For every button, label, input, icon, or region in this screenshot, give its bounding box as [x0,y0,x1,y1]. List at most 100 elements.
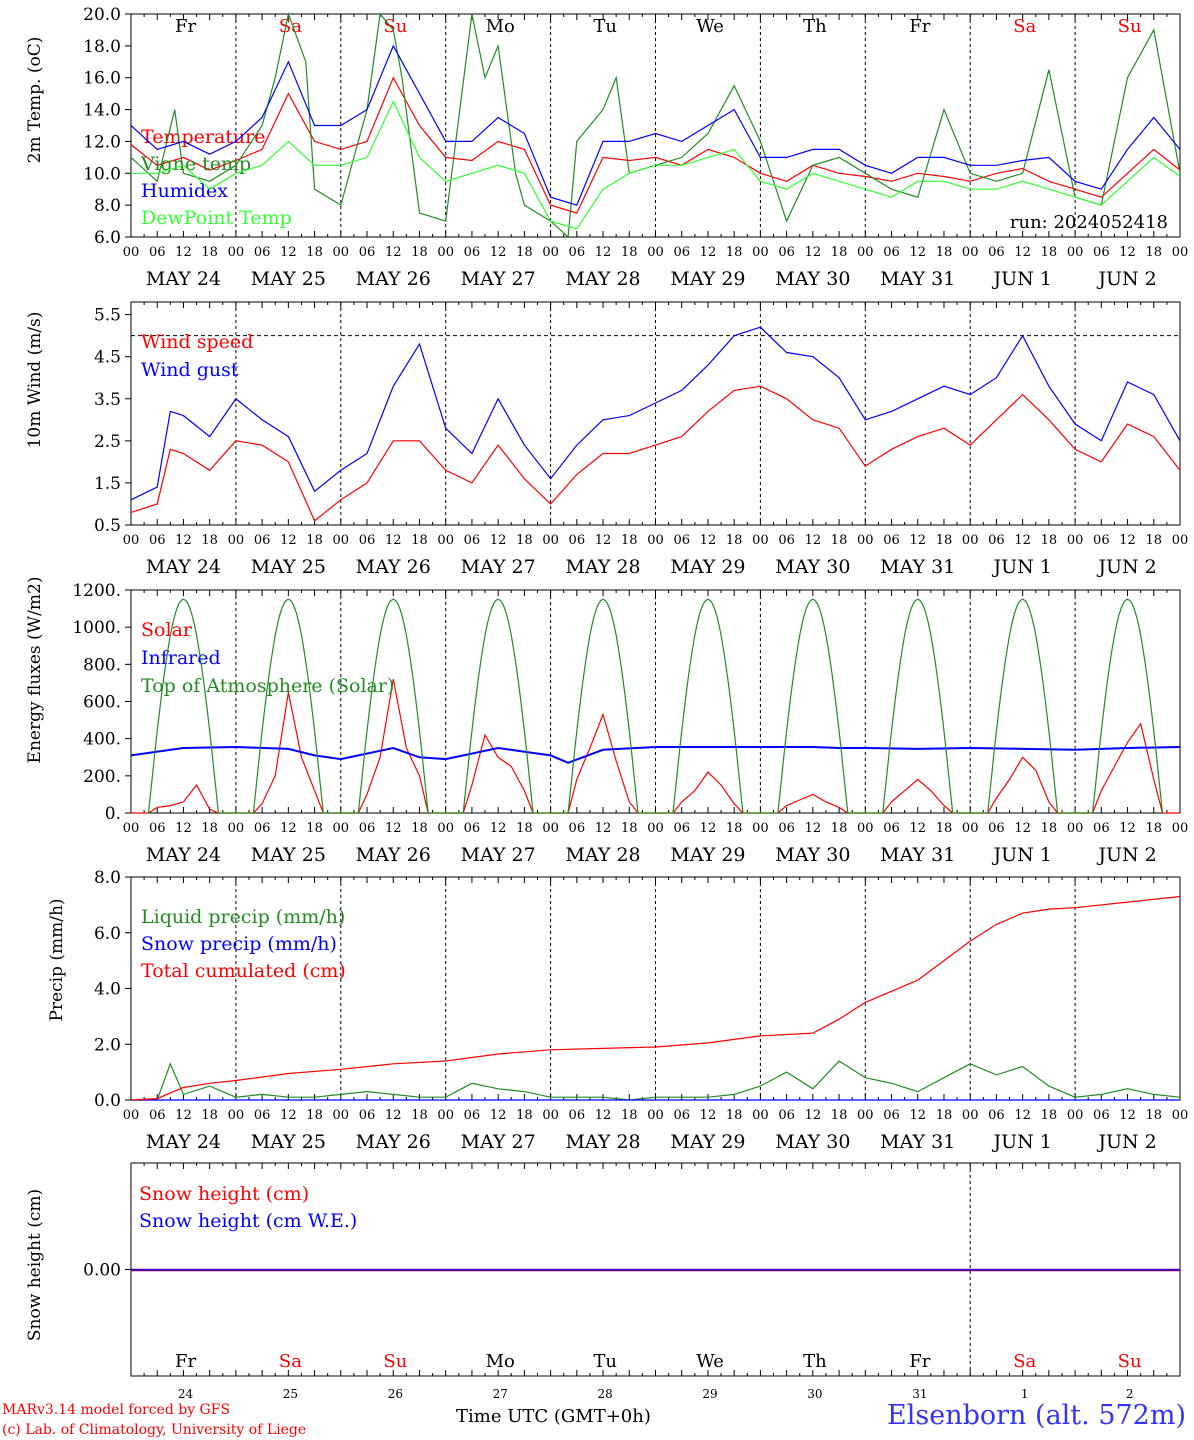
y-tick-label: 800. [83,655,121,675]
hour-tick-label: 18 [621,1108,638,1123]
hour-tick-label: 06 [778,1108,795,1123]
hour-tick-label: 00 [228,821,245,836]
date-label: MAY 26 [356,556,431,578]
date-label: MAY 30 [775,1131,850,1153]
hour-tick-label: 00 [437,245,454,260]
series-line [130,76,1181,214]
hour-tick-label: 00 [1067,821,1084,836]
date-label: MAY 28 [565,1131,640,1153]
hour-tick-label: 12 [1119,245,1136,260]
hour-tick-label: 00 [1172,821,1189,836]
y-tick-label: 1200. [72,581,121,601]
y-axis-label: Precip (mm/h) [47,898,67,1021]
hour-tick-label: 00 [1067,533,1084,548]
hour-tick-label: 06 [883,821,900,836]
hour-tick-label: 18 [831,821,848,836]
hour-tick-label: 00 [228,245,245,260]
hour-tick-label: 12 [490,1108,507,1123]
y-tick-label: 2.0 [94,1035,121,1055]
hour-tick-label: 06 [673,821,690,836]
hour-tick-label: 18 [411,533,428,548]
day-number-label: 25 [283,1387,298,1401]
date-label: MAY 24 [146,268,221,290]
hour-tick-label: 00 [752,245,769,260]
hour-tick-label: 06 [988,1108,1005,1123]
date-label: JUN 1 [991,268,1051,290]
hour-tick-label: 00 [123,1108,140,1123]
weekday-label: Mo [486,1351,515,1372]
hour-tick-label: 12 [909,1108,926,1123]
hour-tick-label: 00 [752,1108,769,1123]
hour-tick-label: 06 [359,821,376,836]
hour-tick-label: 00 [542,821,559,836]
legend-entry: Infrared [141,647,221,669]
y-tick-label: 400. [83,730,121,750]
hour-tick-label: 12 [490,245,507,260]
hour-tick-label: 06 [569,533,586,548]
hour-tick-label: 18 [831,245,848,260]
weekday-label: Th [803,1351,827,1372]
hour-tick-label: 12 [595,821,612,836]
hour-tick-label: 00 [123,245,140,260]
hour-tick-label: 00 [542,1108,559,1123]
date-label: JUN 2 [1096,268,1156,290]
hour-tick-label: 06 [778,533,795,548]
hour-tick-label: 06 [778,245,795,260]
hour-tick-label: 00 [962,1108,979,1123]
hour-tick-label: 00 [962,533,979,548]
hour-tick-label: 00 [437,1108,454,1123]
date-label: JUN 1 [991,1131,1051,1153]
hour-tick-label: 00 [542,533,559,548]
hour-tick-label: 18 [201,245,218,260]
hour-tick-label: 18 [201,533,218,548]
y-tick-label: 3.5 [94,390,121,410]
weekday-label: We [696,16,724,37]
date-label: MAY 28 [565,556,640,578]
hour-tick-label: 00 [333,245,350,260]
weekday-label: Fr [909,16,930,37]
hour-tick-label: 18 [516,821,533,836]
hour-tick-label: 12 [1014,245,1031,260]
weekday-label: Fr [909,1351,930,1372]
hour-tick-label: 18 [726,1108,743,1123]
hour-tick-label: 18 [516,533,533,548]
hour-tick-label: 18 [201,1108,218,1123]
hour-tick-label: 00 [1172,1108,1189,1123]
weekday-label: We [696,1351,724,1372]
hour-tick-label: 00 [647,1108,664,1123]
hour-tick-label: 12 [805,533,822,548]
hour-tick-label: 18 [1041,533,1058,548]
hour-tick-label: 00 [333,1108,350,1123]
hour-tick-label: 00 [542,245,559,260]
day-number-label: 26 [388,1387,403,1401]
hour-tick-label: 12 [175,533,192,548]
hour-tick-label: 18 [726,245,743,260]
hour-tick-label: 06 [1093,245,1110,260]
series-line [146,598,1164,814]
date-label: MAY 24 [146,844,221,866]
hour-tick-label: 12 [175,1108,192,1123]
weekday-label: Su [1118,16,1142,37]
legend-entry: DewPoint Temp [141,207,292,229]
hour-tick-label: 06 [464,1108,481,1123]
hour-tick-label: 18 [306,533,323,548]
hour-tick-label: 18 [936,1108,953,1123]
weekday-label: Su [383,16,407,37]
y-tick-label: 0.5 [94,516,121,536]
date-label: MAY 27 [461,268,536,290]
weekday-label: Mo [486,16,515,37]
y-tick-label: 8.0 [94,868,121,888]
hour-tick-label: 00 [1172,245,1189,260]
date-label: MAY 29 [670,1131,745,1153]
hour-tick-label: 06 [254,533,271,548]
day-number-label: 27 [493,1387,508,1401]
hour-tick-label: 00 [437,821,454,836]
hour-tick-label: 18 [1146,821,1163,836]
weekday-label: Su [1118,1351,1142,1372]
y-tick-label: 200. [83,767,121,787]
y-axis-label: Snow height (cm) [25,1189,45,1341]
date-label: MAY 27 [461,556,536,578]
hour-tick-label: 12 [1014,821,1031,836]
hour-tick-label: 12 [385,245,402,260]
